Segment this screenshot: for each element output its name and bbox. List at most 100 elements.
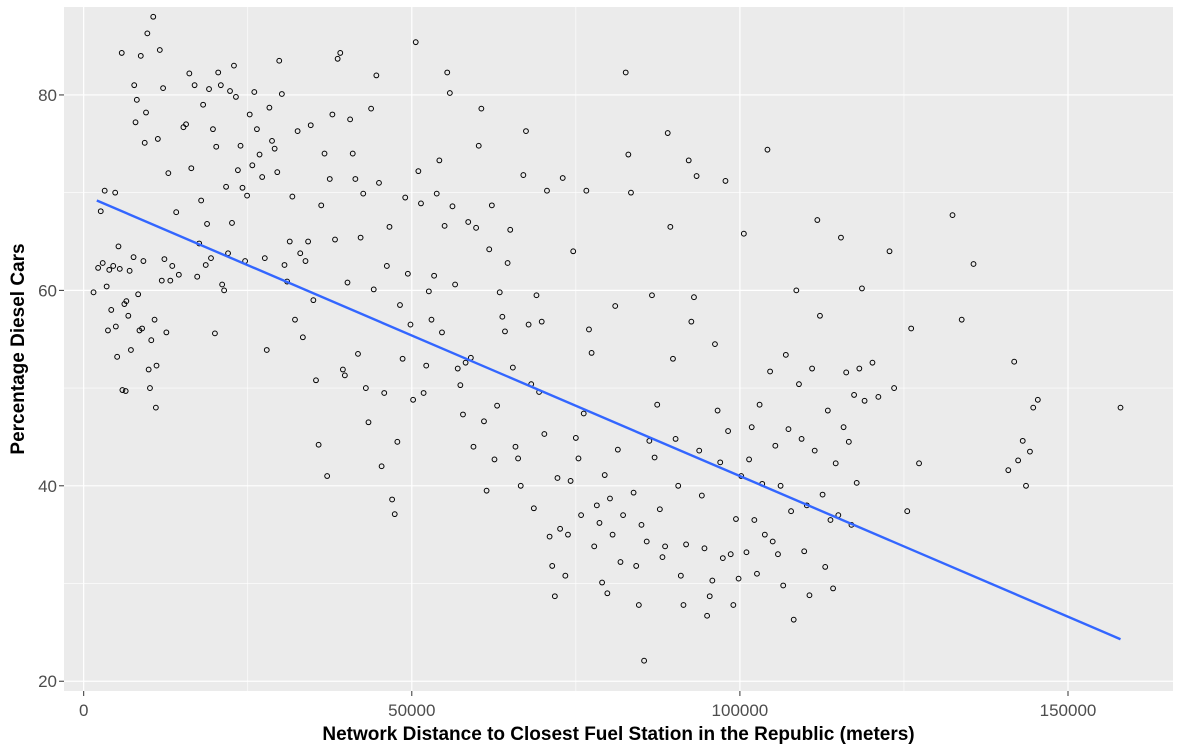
data-point [147, 385, 153, 391]
data-point [244, 192, 250, 199]
x-axis-title: Network Distance to Closest Fuel Station… [322, 724, 914, 745]
data-point [544, 187, 550, 194]
data-point [659, 554, 666, 561]
data-point [761, 531, 768, 538]
data-point [609, 531, 616, 538]
data-point [509, 364, 516, 371]
data-point [638, 521, 645, 528]
data-point [133, 96, 140, 103]
x-tick-label: 150000 [1040, 701, 1097, 720]
data-point [261, 255, 268, 262]
x-tick-label: 0 [79, 701, 88, 720]
data-point [643, 538, 650, 545]
data-point [151, 316, 158, 323]
data-point [329, 111, 336, 118]
data-point [853, 479, 860, 486]
data-point [859, 285, 865, 292]
data-point [478, 105, 485, 112]
data-point [433, 190, 440, 197]
data-point [266, 104, 273, 111]
data-point [165, 170, 172, 177]
data-point [376, 179, 382, 186]
trend-line-group [96, 199, 1121, 641]
data-point [219, 281, 226, 288]
data-point [318, 202, 325, 209]
data-point [1027, 448, 1033, 455]
data-point [269, 137, 275, 144]
data-point [838, 234, 844, 241]
data-point [370, 286, 377, 293]
data-point [378, 463, 385, 470]
data-point [212, 330, 218, 337]
data-point [299, 334, 306, 341]
data-point [916, 460, 922, 467]
data-point [693, 173, 700, 179]
data-point [904, 508, 911, 515]
data-point [667, 223, 674, 230]
data-point [221, 287, 228, 294]
data-point [1117, 404, 1124, 411]
data-point [202, 262, 209, 268]
data-point [276, 57, 283, 64]
data-point [1034, 396, 1041, 403]
data-point [504, 260, 511, 266]
data-point [239, 184, 246, 191]
data-point [635, 602, 642, 608]
data-point [717, 459, 724, 466]
data-point [515, 455, 521, 462]
data-point [407, 321, 414, 328]
data-point [612, 303, 619, 309]
data-point [274, 169, 281, 176]
data-point [777, 482, 784, 489]
data-point [604, 590, 611, 597]
data-point [756, 401, 763, 408]
data-point [886, 248, 893, 255]
data-point [357, 234, 364, 241]
data-point [415, 168, 422, 175]
data-point [101, 187, 108, 194]
data-point [420, 390, 427, 396]
data-point [672, 435, 679, 442]
data-point [617, 559, 624, 565]
data-point [551, 593, 558, 600]
data-point [806, 592, 813, 599]
data-point [586, 326, 592, 333]
data-point [630, 489, 637, 496]
data-point [281, 262, 288, 268]
data-point [691, 294, 697, 301]
data-point [764, 146, 771, 153]
data-point [173, 209, 180, 216]
data-point [198, 197, 205, 204]
data-point [869, 359, 876, 366]
data-point [263, 347, 270, 353]
data-point [533, 292, 540, 299]
data-point [473, 224, 480, 231]
data-point [454, 365, 461, 372]
data-point [227, 88, 233, 94]
data-point [641, 657, 647, 664]
data-point [1005, 467, 1012, 474]
data-point [517, 482, 524, 489]
data-point [475, 142, 482, 149]
data-point [575, 455, 582, 462]
data-point [685, 157, 692, 164]
data-point [486, 246, 493, 253]
data-point [769, 538, 776, 545]
data-point [313, 377, 319, 384]
data-point [105, 327, 111, 334]
data-point [278, 91, 285, 97]
data-point [499, 313, 506, 320]
data-point [186, 70, 193, 77]
data-point [169, 263, 176, 269]
data-point [481, 418, 487, 425]
data-point [449, 203, 456, 210]
data-point [402, 194, 409, 201]
data-point [559, 175, 566, 181]
data-point [488, 202, 495, 209]
data-point [675, 482, 682, 489]
data-point [730, 602, 737, 608]
data-point [321, 150, 328, 157]
data-point [958, 316, 965, 323]
data-point [845, 438, 852, 445]
data-point [819, 491, 826, 498]
